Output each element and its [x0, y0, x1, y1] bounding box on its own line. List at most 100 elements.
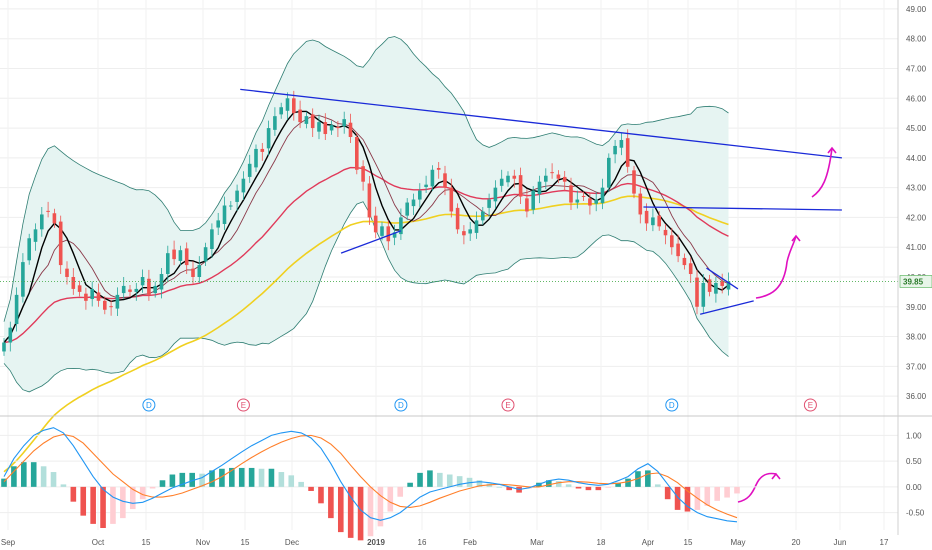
arrow-lower-head — [791, 234, 801, 242]
x-tick-label: 18 — [597, 538, 606, 547]
y-tick-label: 48.00 — [906, 35, 927, 44]
histogram-bar — [367, 486, 374, 537]
candles[interactable] — [0, 90, 898, 356]
histogram-bar — [615, 482, 621, 487]
histogram-bar — [1, 478, 7, 487]
candle-body — [178, 250, 183, 261]
candle-body — [153, 285, 157, 294]
histogram-bar — [169, 474, 176, 487]
event-marker — [394, 398, 408, 412]
candle-body — [71, 276, 76, 289]
event-label: E — [505, 401, 510, 410]
candle-body — [373, 215, 378, 233]
y-tick-label: 46.00 — [906, 94, 927, 103]
histogram-bar — [664, 486, 671, 500]
candle-body — [247, 163, 252, 177]
candle-body — [682, 257, 687, 266]
candle-body — [229, 205, 233, 207]
candle-body — [720, 281, 724, 286]
histogram-bar — [704, 486, 711, 506]
candle-body — [121, 285, 126, 294]
candle-body — [430, 169, 435, 187]
macd-panel[interactable] — [0, 415, 932, 541]
candle-body — [676, 243, 680, 257]
candle-body — [329, 125, 334, 131]
candle-body — [600, 187, 605, 204]
histogram-bar — [605, 486, 612, 488]
histogram-bar — [209, 470, 215, 487]
histogram-bar — [90, 486, 96, 524]
candle-body — [254, 148, 258, 168]
candle-body — [27, 238, 31, 261]
histogram-bar — [674, 486, 681, 510]
long-ma-line — [3, 195, 729, 473]
x-tick-label: May — [730, 538, 745, 547]
candle-body — [197, 265, 202, 277]
candle-body — [84, 293, 88, 301]
histogram-bar — [100, 486, 106, 528]
candle-body — [506, 175, 510, 183]
histogram-bar — [328, 486, 334, 519]
candle-body — [663, 229, 668, 236]
macd-y-tick-label: -0.50 — [906, 509, 925, 518]
histogram-bar — [397, 486, 404, 497]
event-marker — [142, 398, 156, 412]
candle-body — [166, 253, 170, 275]
candle-body — [266, 128, 271, 149]
x-tick-label: 17 — [880, 538, 889, 547]
candle-body — [575, 199, 580, 203]
candle-body — [449, 187, 454, 212]
histogram-bar — [724, 486, 730, 498]
histogram-bar — [476, 480, 483, 487]
candle-body — [512, 175, 517, 179]
candle-body — [531, 190, 535, 210]
candle-body — [273, 116, 277, 130]
histogram-bar — [357, 486, 364, 541]
candle-body — [638, 193, 643, 215]
candle-body — [355, 137, 359, 170]
y-tick-label: 49.00 — [906, 5, 927, 14]
last-price-label: 39.85 — [903, 277, 924, 286]
candle-body — [487, 199, 491, 208]
candle-body — [651, 217, 655, 226]
trendline — [699, 300, 754, 315]
histogram-bar — [238, 467, 245, 487]
candle-body — [537, 181, 542, 195]
candle-body — [8, 327, 13, 343]
histogram-bar — [229, 467, 235, 487]
histogram-bar — [159, 480, 166, 487]
histogram-bar — [734, 486, 740, 494]
candle-body — [2, 342, 6, 352]
candle-body — [203, 247, 208, 262]
histogram-bar — [139, 486, 146, 500]
histogram-bar — [219, 468, 225, 487]
short-ma-line — [3, 110, 729, 343]
candle-body — [361, 166, 365, 182]
histogram-bar — [387, 486, 394, 512]
histogram-bar — [40, 466, 47, 487]
arrow-lower — [755, 235, 797, 299]
histogram-bar — [437, 472, 443, 487]
histogram-bar — [654, 484, 661, 487]
histogram-bar — [110, 486, 116, 524]
histogram-bar — [30, 462, 37, 487]
candle-body — [210, 229, 214, 249]
histogram-bar — [11, 466, 17, 487]
histogram-bar — [179, 472, 186, 487]
candle-body — [134, 288, 139, 292]
projection-arrows[interactable] — [737, 146, 837, 503]
event-marker — [665, 398, 679, 412]
candle-body — [386, 226, 391, 242]
trendlines[interactable] — [240, 88, 842, 315]
histogram-bar — [407, 482, 413, 487]
x-tick-label: 20 — [792, 538, 801, 547]
histogram-bar — [714, 486, 720, 501]
histogram-bar — [337, 486, 344, 533]
x-tick-label: 2019 — [367, 538, 385, 547]
candle-body — [298, 109, 302, 123]
candle-body — [569, 185, 573, 203]
candle-body — [392, 232, 397, 238]
